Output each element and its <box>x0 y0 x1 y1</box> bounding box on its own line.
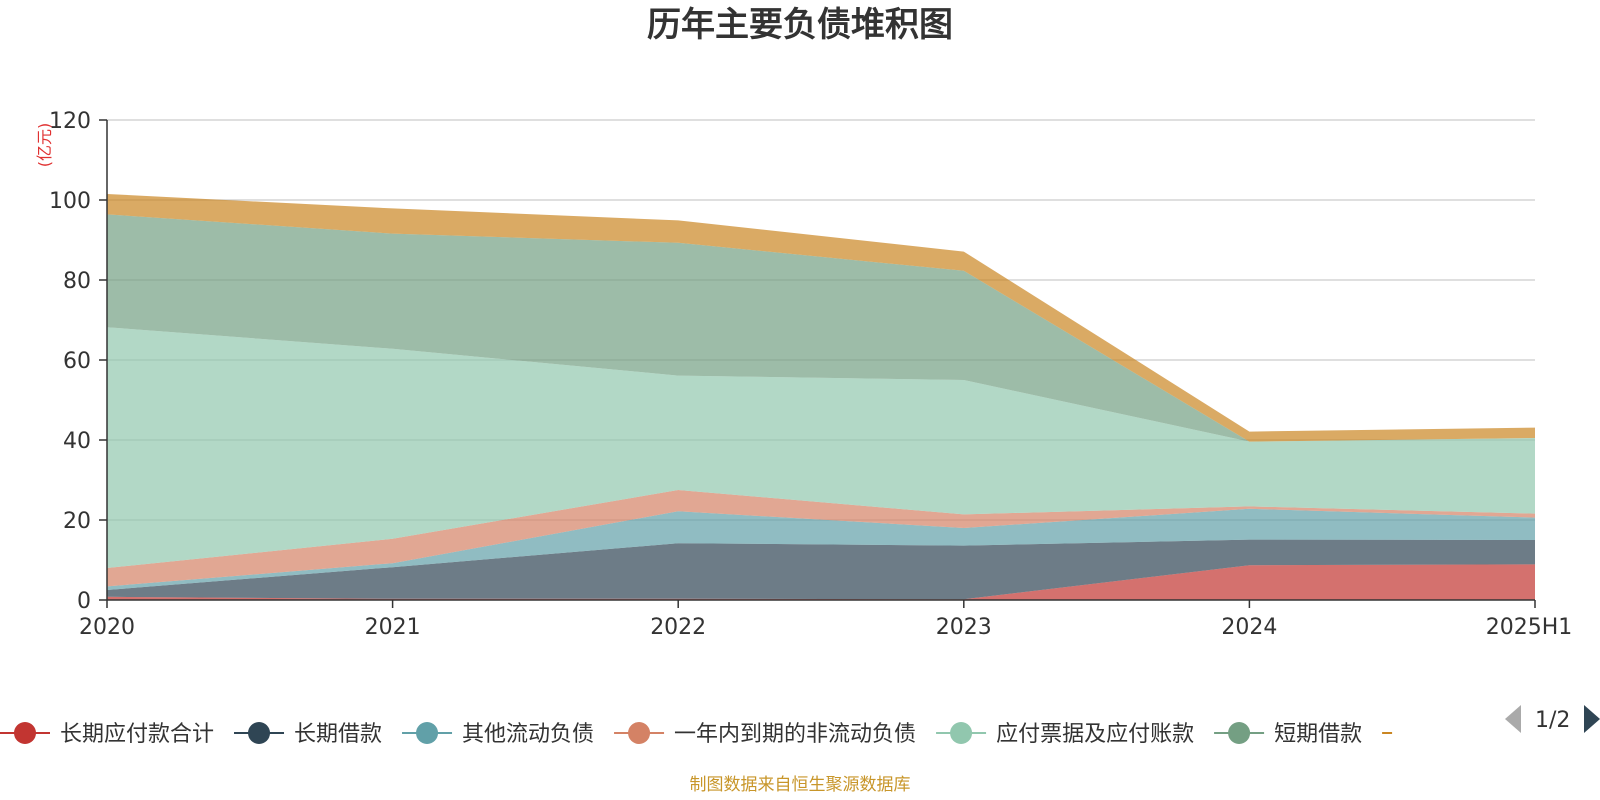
area-series-2[interactable] <box>107 508 1535 590</box>
area-series-0[interactable] <box>107 564 1535 600</box>
legend-item[interactable]: 一年内到期的非流动负债 <box>614 722 916 747</box>
area-series-group <box>107 194 1535 600</box>
area-series-4[interactable] <box>107 327 1535 568</box>
chart-title: 历年主要负债堆积图 <box>647 5 953 45</box>
legend-item-label: 应付票据及应付账款 <box>996 722 1194 747</box>
legend-item-label: 短期借款 <box>1274 722 1362 747</box>
y-tick-label: 60 <box>63 349 91 374</box>
legend-circle-icon <box>1228 722 1251 744</box>
legend: 长期应付款合计 长期借款 其他流动负债 一年内到期的非流动负债 应付票据及应付账款 短期借… <box>0 722 1393 747</box>
legend-circle-icon <box>14 722 36 744</box>
x-tick-label: 2024 <box>1221 615 1277 640</box>
y-tick-label: 80 <box>63 269 91 294</box>
legend-item-label: 一年内到期的非流动负债 <box>674 722 916 747</box>
x-tick-label: 2022 <box>650 615 706 640</box>
axes: 0 20 40 60 80 100 120 2020 2021 2022 2023 2024 2025H… <box>49 109 1572 640</box>
legend-item-label: 长期应付款合计 <box>60 722 214 747</box>
legend-circle-icon <box>628 722 651 744</box>
x-tick-label: 2023 <box>936 615 992 640</box>
x-tick-label: 2021 <box>365 615 421 640</box>
x-tick-label: 2025H1 <box>1486 615 1573 640</box>
legend-circle-icon <box>248 722 271 744</box>
legend-circle-icon <box>950 722 973 744</box>
legend-item[interactable]: 长期借款 <box>234 722 382 747</box>
area-series-6[interactable] <box>107 194 1535 442</box>
legend-item[interactable]: 其他流动负债 <box>402 722 594 747</box>
area-series-3[interactable] <box>107 490 1535 587</box>
legend-item[interactable]: 长期应付款合计 <box>0 722 214 747</box>
legend-item-label: 长期借款 <box>294 722 382 747</box>
legend-next-page-icon[interactable] <box>1584 705 1600 733</box>
area-series-1[interactable] <box>107 539 1535 600</box>
legend-item[interactable]: 应付票据及应付账款 <box>936 722 1194 747</box>
legend-prev-page-icon[interactable] <box>1505 705 1521 733</box>
x-tick-label: 2020 <box>79 615 135 640</box>
legend-circle-icon <box>416 722 439 744</box>
y-tick-label: 20 <box>63 509 91 534</box>
area-series-5[interactable] <box>107 214 1535 442</box>
legend-item[interactable]: 短期借款 <box>1214 722 1362 747</box>
y-axis-unit-label: (亿元) <box>35 123 54 168</box>
legend-pager: 1/2 <box>1505 705 1600 733</box>
data-source-note: 制图数据来自恒生聚源数据库 <box>690 775 911 795</box>
y-tick-label: 100 <box>49 189 91 214</box>
legend-item-label: 其他流动负债 <box>462 722 594 747</box>
y-tick-label: 0 <box>77 589 91 614</box>
y-tick-label: 40 <box>63 429 91 454</box>
legend-page-indicator: 1/2 <box>1535 708 1570 733</box>
y-tick-label: 120 <box>49 109 91 134</box>
